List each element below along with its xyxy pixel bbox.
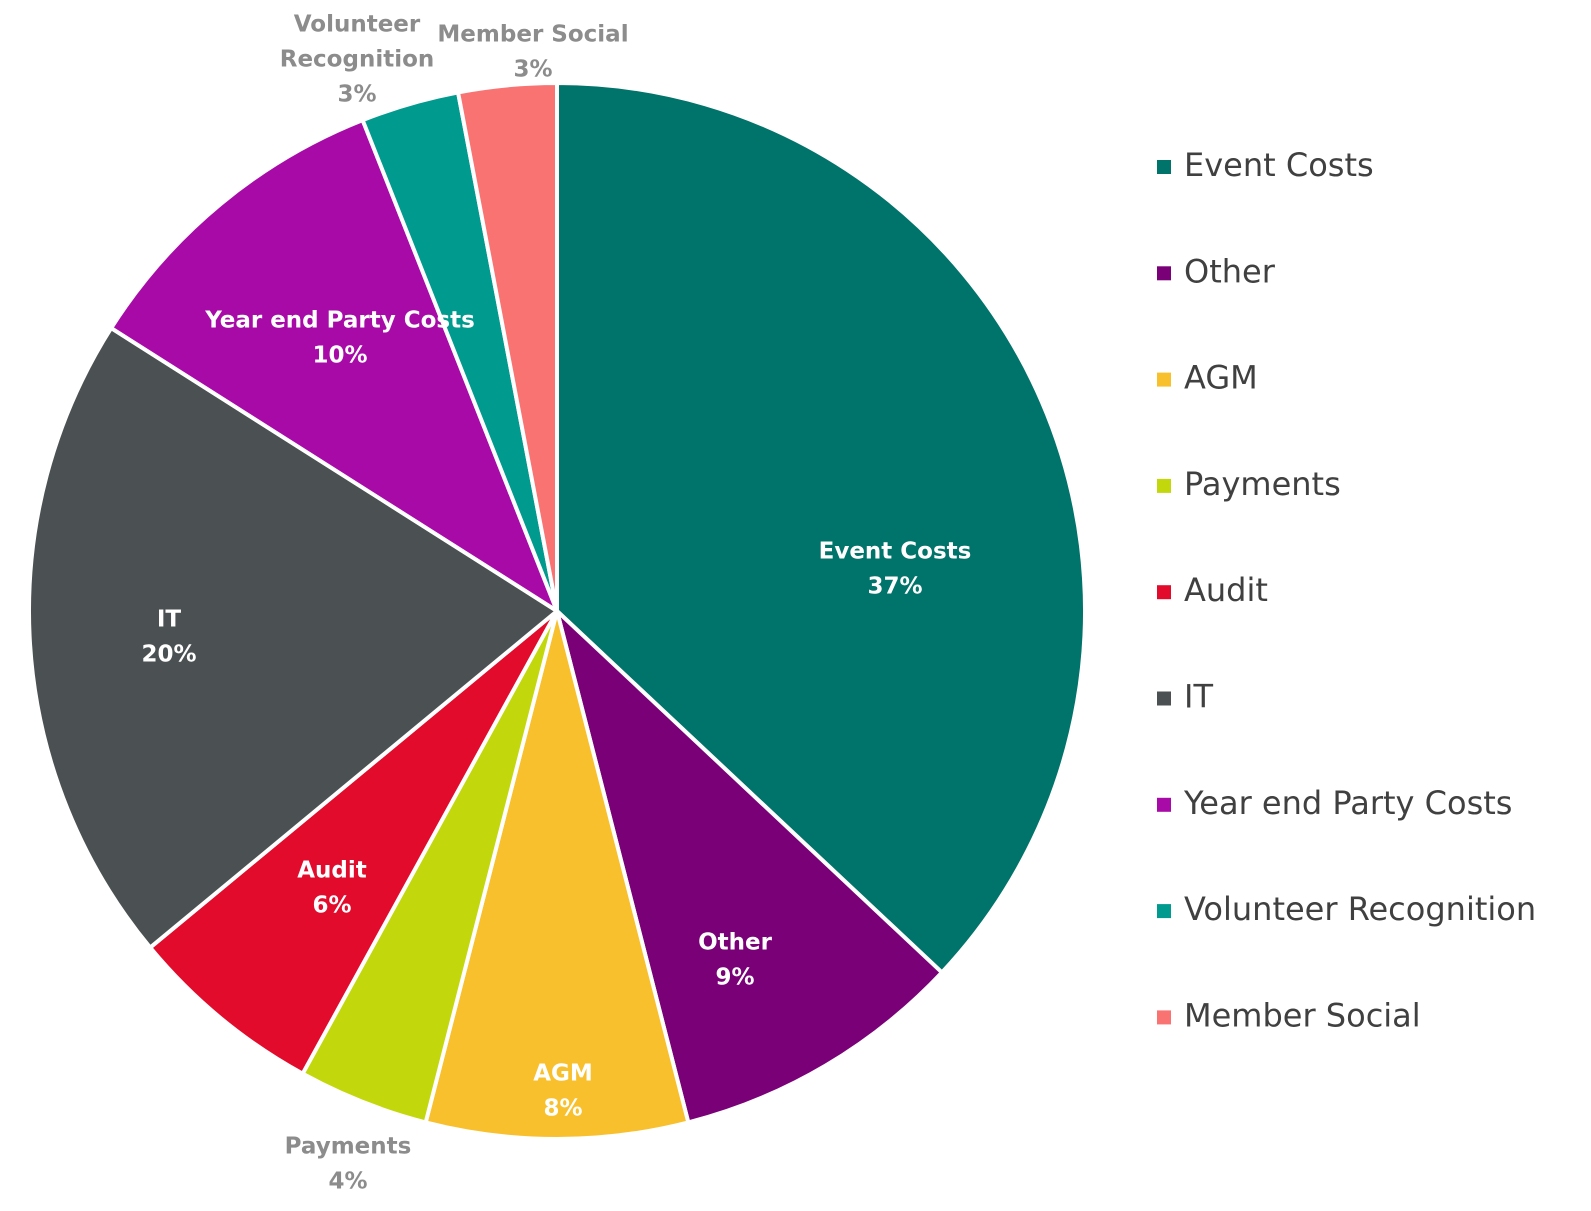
- data-label-payments: Payments 4%: [285, 1134, 412, 1195]
- data-label-value: 8%: [543, 1096, 582, 1122]
- data-label-event-costs: Event Costs 37%: [819, 539, 972, 600]
- legend-swatch-payments: [1157, 478, 1171, 493]
- data-label-value: 9%: [715, 965, 754, 991]
- data-label-value: 3%: [513, 57, 552, 83]
- data-label-category: AGM: [533, 1061, 593, 1087]
- data-label-value: 4%: [328, 1169, 367, 1195]
- data-label-it: IT 20%: [141, 607, 196, 668]
- legend-label-it: IT: [1184, 678, 1213, 716]
- data-label-category: Event Costs: [819, 539, 972, 565]
- legend: Event Costs Other AGM Payments Audit IT Year e…: [1157, 146, 1536, 1034]
- data-label-agm: AGM 8%: [533, 1061, 593, 1122]
- data-label-value: 10%: [312, 343, 367, 369]
- slice-agm: [423, 609, 691, 1141]
- data-label-audit: Audit 6%: [297, 858, 367, 919]
- data-label-category: Year end Party Costs: [204, 308, 475, 334]
- legend-label-member-social: Member Social: [1184, 996, 1421, 1034]
- legend-label-other: Other: [1184, 252, 1276, 290]
- data-label-member-social: Member Social 3%: [437, 22, 628, 83]
- legend-swatch-other: [1157, 266, 1171, 281]
- data-label-value: 6%: [312, 893, 351, 919]
- data-label-value: 37%: [867, 574, 922, 600]
- legend-label-audit: Audit: [1184, 571, 1268, 609]
- data-label-value: 3%: [337, 82, 376, 108]
- slice-other: [555, 609, 944, 1125]
- legend-label-agm: AGM: [1184, 359, 1258, 397]
- data-label-category: IT: [157, 607, 182, 633]
- data-label-other: Other 9%: [698, 930, 773, 991]
- data-label-category: Payments: [285, 1134, 412, 1160]
- data-labels: Event Costs 37% Other 9% AGM 8% Payments 4% Audi…: [141, 12, 971, 1195]
- legend-swatch-member-social: [1157, 1010, 1171, 1025]
- data-label-category: Volunteer: [294, 12, 421, 38]
- legend-swatch-audit: [1157, 585, 1171, 600]
- legend-label-event-costs: Event Costs: [1184, 146, 1374, 184]
- pie-slices: [27, 81, 1088, 1141]
- data-label-volunteer-recognition: Volunteer Recognition 3%: [280, 12, 435, 108]
- data-label-value: 20%: [141, 642, 196, 668]
- slice-member-social: [456, 81, 559, 613]
- legend-label-payments: Payments: [1184, 465, 1341, 503]
- slice-event-costs: [555, 81, 1088, 975]
- data-label-year-end-party-costs: Year end Party Costs 10%: [204, 308, 475, 369]
- legend-swatch-event-costs: [1157, 160, 1171, 174]
- data-label-category: Member Social: [437, 22, 628, 48]
- legend-swatch-agm: [1157, 372, 1171, 387]
- slice-audit: [148, 609, 559, 1076]
- legend-swatch-it: [1157, 691, 1171, 706]
- slice-year-end-party-costs: [109, 118, 559, 613]
- data-label-category: Recognition: [280, 47, 435, 73]
- legend-swatch-volunteer-recognition: [1157, 904, 1171, 919]
- legend-label-volunteer-recognition: Volunteer Recognition: [1184, 890, 1536, 928]
- slice-it: [27, 326, 559, 950]
- legend-label-year-end-party-costs: Year end Party Costs: [1183, 784, 1512, 822]
- data-label-category: Audit: [297, 858, 367, 884]
- legend-swatch-year-end-party-costs: [1157, 797, 1171, 812]
- data-label-category: Other: [698, 930, 773, 956]
